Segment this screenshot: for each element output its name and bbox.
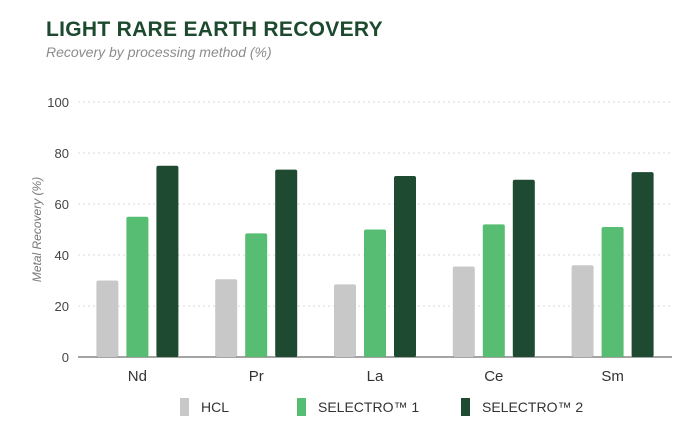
bar-nd-hcl xyxy=(96,280,119,357)
bar-la-hcl xyxy=(334,284,356,357)
bar-pr-hcl xyxy=(215,279,238,357)
y-tick-label-40: 40 xyxy=(55,248,69,263)
x-tick-label-nd: Nd xyxy=(128,368,147,385)
legend-label-selectro-1: SELECTRO™ 1 xyxy=(318,399,420,415)
bar-pr-selectro-1 xyxy=(245,233,268,357)
y-tick-label-20: 20 xyxy=(55,299,69,314)
y-tick-label-80: 80 xyxy=(55,146,69,161)
y-tick-label-60: 60 xyxy=(55,197,69,212)
bar-la-selectro-1 xyxy=(364,229,386,357)
legend-item-selectro-2: SELECTRO™ 2 xyxy=(461,396,583,418)
legend-item-selectro-1: SELECTRO™ 1 xyxy=(297,396,419,418)
bar-sm-hcl xyxy=(571,265,594,357)
chart-title: LIGHT RARE EARTH RECOVERY xyxy=(46,18,383,41)
legend-label-hcl: HCL xyxy=(201,399,230,415)
bar-sm-selectro-1 xyxy=(601,226,624,357)
x-tick-label-ce: Ce xyxy=(484,368,503,385)
x-tick-label-la: La xyxy=(367,368,384,385)
bar-pr-selectro-2 xyxy=(275,169,298,357)
bar-ce-hcl xyxy=(452,266,475,357)
y-axis-title: Metal Recovery (%) xyxy=(30,177,44,282)
y-tick-label-0: 0 xyxy=(62,350,69,365)
bar-nd-selectro-2 xyxy=(156,165,179,357)
legend: HCL SELECTRO™ 1 SELECTRO™ 2 xyxy=(0,396,700,418)
legend-swatch-hcl xyxy=(180,398,189,416)
y-tick-label-100: 100 xyxy=(47,95,69,110)
x-tick-label-sm: Sm xyxy=(601,368,624,385)
chart-subtitle: Recovery by processing method (%) xyxy=(46,44,272,60)
legend-item-hcl: HCL xyxy=(180,396,229,418)
x-tick-label-pr: Pr xyxy=(249,368,264,385)
bar-ce-selectro-1 xyxy=(482,224,505,357)
bar-la-selectro-2 xyxy=(394,175,416,357)
legend-swatch-selectro-1 xyxy=(297,398,306,416)
bar-sm-selectro-2 xyxy=(631,172,654,357)
bar-ce-selectro-2 xyxy=(512,179,535,357)
legend-label-selectro-2: SELECTRO™ 2 xyxy=(482,399,584,415)
legend-swatch-selectro-2 xyxy=(461,398,470,416)
bar-nd-selectro-1 xyxy=(126,216,149,357)
